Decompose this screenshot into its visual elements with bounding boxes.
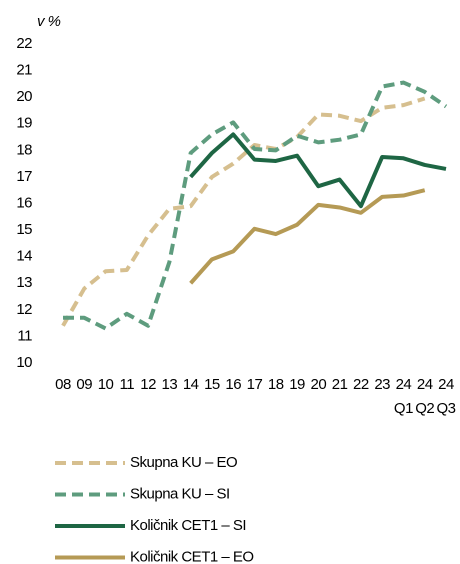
y-tick-label: 14 (16, 248, 32, 265)
x-tick-label: 16 (225, 376, 241, 393)
x-tick-label: 12 (140, 376, 156, 393)
x-tick-label: 14 (183, 376, 199, 393)
y-tick-label: 21 (16, 62, 32, 79)
y-axis-label: v % (37, 13, 61, 30)
legend-label: Količnik CET1 – SI (130, 517, 246, 534)
legend-label: Skupna KU – EO (130, 454, 237, 471)
x-tick-label: 24 (438, 376, 454, 393)
x-tick-label: 20 (310, 376, 326, 393)
x-tick-label: 09 (76, 376, 92, 393)
x-tick-label: 13 (162, 376, 178, 393)
x-tick-label: 18 (268, 376, 284, 393)
y-tick-label: 20 (16, 88, 32, 105)
x-tick-label: 15 (204, 376, 220, 393)
y-tick-label: 11 (17, 327, 32, 344)
x-tick-label: 23 (374, 376, 390, 393)
x-tick-label: 10 (98, 376, 114, 393)
x-tick-sublabel: Q1 (394, 400, 413, 417)
x-tick-label: 24 (396, 376, 412, 393)
y-tick-label: 22 (16, 35, 32, 52)
y-tick-label: 13 (16, 274, 32, 291)
series-line (189, 188, 426, 285)
x-tick-sublabel: Q2 (415, 400, 434, 417)
legend-label: Količnik CET1 – EO (130, 548, 254, 564)
y-tick-label: 18 (16, 141, 32, 158)
y-tick-label: 17 (16, 168, 32, 185)
x-tick-label: 11 (120, 376, 135, 393)
y-tick-label: 12 (16, 301, 32, 318)
y-tick-label: 19 (16, 115, 32, 132)
x-tick-label: 17 (247, 376, 263, 393)
legend-label: Skupna KU – SI (130, 485, 230, 502)
x-tick-sublabel: Q3 (436, 400, 455, 417)
x-tick-label: 19 (289, 376, 305, 393)
x-tick-label: 24 (417, 376, 433, 393)
series-line (189, 132, 447, 209)
x-tick-label: 22 (353, 376, 369, 393)
y-tick-label: 15 (16, 221, 32, 238)
x-tick-label: 21 (332, 376, 348, 393)
y-tick-label: 16 (16, 194, 32, 211)
y-tick-label: 10 (16, 354, 32, 371)
series-line (63, 80, 448, 331)
series-line (61, 96, 426, 327)
x-tick-label: 08 (55, 376, 71, 393)
